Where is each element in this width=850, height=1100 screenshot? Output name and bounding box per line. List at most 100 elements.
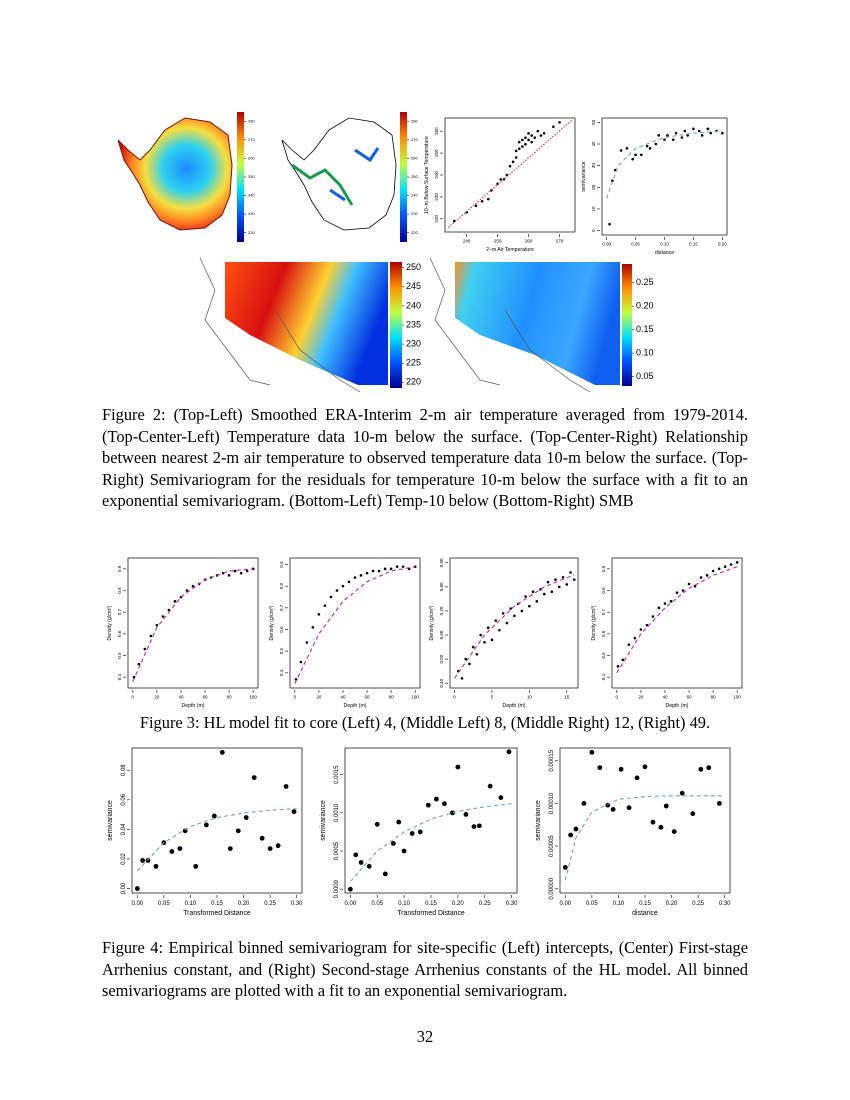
data-point	[520, 609, 524, 613]
y-tick-label: 0.02	[121, 852, 127, 864]
data-point	[358, 860, 364, 865]
colorbar	[622, 264, 632, 386]
data-point	[191, 584, 195, 588]
map-antarctica-temperature	[117, 117, 233, 231]
data-point	[543, 592, 546, 596]
y-tick-label: 0.0005	[334, 841, 340, 860]
data-point	[245, 569, 249, 573]
y-tick-label: 0.00000	[549, 877, 555, 899]
data-point	[476, 823, 482, 829]
data-point	[353, 852, 359, 858]
data-point	[442, 801, 447, 807]
data-point	[471, 645, 475, 649]
data-point	[535, 600, 539, 603]
x-tick-label: 0.15	[639, 901, 651, 907]
data-point	[561, 575, 565, 579]
colorbar-tick-label: 0.25	[636, 277, 654, 287]
colorbar-tick-label: 260	[411, 155, 418, 160]
data-point	[552, 125, 555, 129]
data-point	[633, 636, 637, 640]
data-point	[521, 138, 524, 142]
data-point	[450, 810, 455, 816]
x-tick-label: 0.30	[506, 901, 518, 907]
colorbar-tick-label: 250	[406, 262, 421, 272]
data-point	[169, 849, 175, 854]
data-point	[401, 565, 405, 568]
data-point	[509, 607, 512, 610]
y-tick-label: 0.5	[117, 652, 122, 659]
data-point	[149, 634, 153, 638]
data-point	[565, 583, 569, 586]
data-point	[390, 840, 396, 846]
figure-caption: Figure 3: HL model fit to core (Left) 4,…	[139, 713, 711, 732]
colorbar-tick-label: 220	[411, 230, 418, 235]
data-point	[323, 604, 327, 607]
data-point	[460, 677, 464, 680]
colorbar	[400, 112, 407, 242]
y-tick-label: 0.0015	[334, 765, 340, 784]
data-point	[417, 829, 423, 835]
data-point	[498, 795, 504, 801]
x-tick-label: 0.05	[158, 901, 170, 907]
data-point	[517, 140, 521, 144]
data-point	[669, 600, 673, 603]
y-axis-label: Density (g/cm³)	[269, 605, 275, 640]
data-point	[589, 749, 595, 755]
x-tick-label: 0.10	[398, 901, 410, 907]
y-tick-label: 220	[434, 215, 439, 223]
data-point	[203, 822, 209, 828]
data-point	[514, 149, 518, 153]
x-tick-label: 0.20	[238, 901, 250, 907]
data-point	[675, 591, 679, 594]
data-point	[562, 865, 568, 870]
data-point	[528, 604, 531, 608]
data-point	[618, 766, 624, 772]
data-point	[347, 886, 353, 892]
x-tick-label: 0	[132, 695, 135, 700]
data-point	[283, 784, 289, 789]
data-point	[517, 147, 521, 150]
y-tick-label: 250	[434, 149, 439, 157]
x-tick-label: 0.05	[371, 901, 383, 907]
data-point	[657, 606, 661, 610]
data-point	[610, 807, 616, 812]
data-point	[671, 829, 677, 834]
y-axis-label: Density (g/cm³)	[107, 605, 113, 640]
x-tick-label: 260	[525, 239, 533, 244]
data-point	[474, 204, 478, 207]
x-axis-label: Transformed Distance	[183, 910, 251, 917]
x-axis-label: Depth (m)	[182, 703, 205, 709]
data-point	[317, 613, 321, 616]
y-tick-label: 0.8	[117, 587, 122, 594]
data-point	[275, 843, 281, 849]
data-point	[539, 134, 543, 137]
map-temperature-10m	[225, 262, 388, 385]
data-point	[299, 660, 303, 664]
x-tick-label: 0.15	[211, 901, 223, 907]
data-point	[671, 138, 675, 141]
data-point	[568, 832, 574, 838]
y-tick-label: 0.0010	[334, 803, 340, 822]
x-tick-label: 0.05	[586, 901, 598, 907]
data-point	[663, 602, 667, 605]
data-point	[243, 815, 249, 820]
x-tick-label: 0.30	[719, 901, 731, 907]
data-point	[531, 590, 535, 594]
data-point	[501, 612, 505, 615]
x-tick-label: 270	[556, 239, 564, 244]
colorbar-tick-label: 245	[406, 281, 421, 291]
plot-frame	[127, 557, 259, 689]
data-point	[639, 628, 643, 631]
colorbar-tick-label: 0.10	[636, 348, 654, 358]
x-tick-label: 10	[527, 695, 533, 700]
y-tick-label: 0.5	[601, 652, 606, 659]
plot-frame	[444, 117, 576, 233]
x-tick-label: 0.10	[660, 242, 669, 247]
fit-line	[349, 803, 512, 882]
data-point	[681, 589, 685, 592]
data-point	[657, 134, 661, 137]
data-point	[690, 811, 696, 817]
x-axis-label: distance	[632, 910, 658, 917]
y-tick-label: 30	[591, 163, 596, 169]
data-point	[305, 641, 309, 644]
